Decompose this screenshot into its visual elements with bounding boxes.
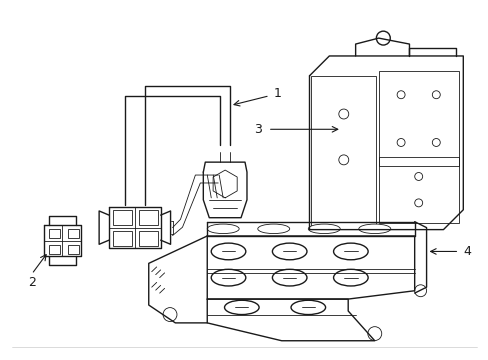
- Circle shape: [338, 109, 348, 119]
- Bar: [113, 210, 131, 225]
- Bar: [139, 231, 157, 246]
- Circle shape: [396, 139, 404, 147]
- Text: 2: 2: [28, 276, 36, 289]
- Circle shape: [338, 155, 348, 165]
- Ellipse shape: [272, 269, 306, 286]
- Circle shape: [163, 307, 177, 321]
- Ellipse shape: [272, 243, 306, 260]
- Circle shape: [414, 285, 426, 297]
- Text: 3: 3: [253, 123, 261, 136]
- Ellipse shape: [333, 243, 367, 260]
- Bar: [68, 245, 79, 254]
- Circle shape: [431, 139, 439, 147]
- Ellipse shape: [257, 224, 289, 234]
- Ellipse shape: [207, 224, 239, 234]
- Text: 4: 4: [463, 245, 470, 258]
- Bar: [311, 76, 375, 229]
- Ellipse shape: [358, 224, 390, 234]
- Bar: [378, 157, 458, 223]
- Ellipse shape: [307, 224, 340, 234]
- Circle shape: [367, 327, 381, 341]
- Bar: [49, 245, 60, 254]
- Ellipse shape: [290, 300, 325, 315]
- Bar: [49, 229, 60, 238]
- Bar: [113, 231, 131, 246]
- Ellipse shape: [211, 243, 245, 260]
- Bar: [139, 210, 157, 225]
- Bar: [68, 229, 79, 238]
- Circle shape: [376, 31, 389, 45]
- Circle shape: [396, 91, 404, 99]
- Bar: [378, 71, 458, 166]
- Circle shape: [414, 172, 422, 180]
- Ellipse shape: [224, 300, 259, 315]
- Ellipse shape: [333, 269, 367, 286]
- Circle shape: [431, 91, 439, 99]
- Circle shape: [414, 199, 422, 207]
- Text: 1: 1: [273, 87, 281, 100]
- Ellipse shape: [211, 269, 245, 286]
